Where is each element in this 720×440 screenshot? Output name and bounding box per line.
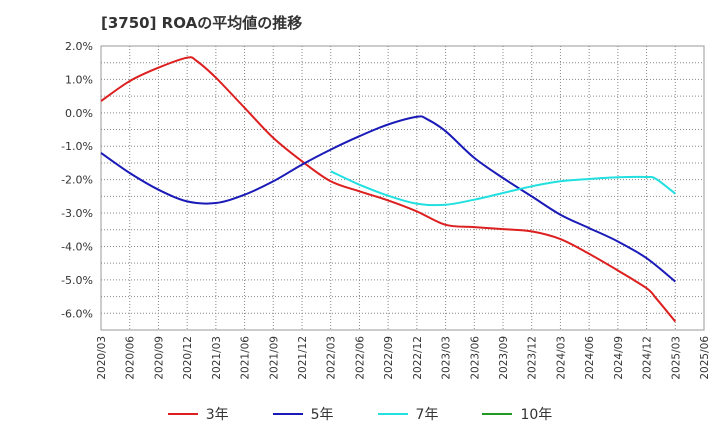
x-tick-label: 2024/06	[584, 336, 596, 380]
x-tick-label: 2024/12	[642, 336, 654, 380]
y-tick-label: 1.0%	[65, 73, 93, 86]
series-5y-line	[100, 115, 676, 283]
x-tick-label: 2024/09	[613, 336, 625, 380]
x-tick-label: 2020/09	[153, 336, 165, 380]
x-tick-label: 2022/03	[326, 336, 338, 380]
x-tick-label: 2021/09	[268, 336, 280, 380]
series-layer	[100, 56, 677, 323]
x-tick-label: 2023/06	[469, 336, 481, 380]
legend-swatch-10y	[482, 413, 513, 415]
y-tick-label: 2.0%	[65, 40, 93, 53]
chart-title: [3750] ROAの平均値の推移	[101, 14, 303, 32]
x-tick-label: 2023/12	[527, 336, 539, 380]
x-tick-label: 2020/03	[96, 336, 108, 380]
y-tick-label: -6.0%	[61, 307, 93, 320]
x-tick-label: 2023/03	[441, 336, 453, 380]
x-tick-label: 2021/06	[240, 336, 252, 380]
y-tick-label: 0.0%	[65, 107, 93, 120]
legend-item-10y: 10年	[482, 402, 552, 426]
series-3y-line	[100, 56, 677, 323]
legend-item-5y: 5年	[272, 402, 334, 426]
plot-area	[100, 45, 705, 331]
x-tick-label: 2025/03	[670, 336, 682, 380]
legend-label-10y: 10年	[520, 407, 553, 423]
y-tick-label: -1.0%	[61, 140, 93, 153]
y-tick-label: -2.0%	[61, 174, 93, 187]
legend-item-3y: 3年	[167, 402, 229, 426]
x-tick-label: 2024/03	[555, 336, 567, 380]
legend-label-5y: 5年	[310, 407, 334, 423]
y-tick-label: -3.0%	[61, 207, 93, 220]
legend-label-7y: 7年	[415, 407, 439, 423]
series-7y-line	[330, 170, 676, 207]
x-tick-label: 2022/06	[354, 336, 366, 380]
legend-item-7y: 7年	[377, 402, 439, 426]
x-tick-label: 2021/03	[211, 336, 223, 380]
x-tick-label: 2020/12	[182, 336, 194, 380]
x-tick-label: 2023/09	[498, 336, 510, 380]
y-axis: 2.0% 1.0% 0.0% -1.0% -2.0% -3.0% -4.0% -5.0% -6.…	[61, 40, 93, 320]
legend-label-3y: 3年	[205, 407, 229, 423]
legend: 3年 5年 7年 10年	[0, 402, 720, 426]
x-tick-label: 2021/12	[297, 336, 309, 380]
x-tick-label: 2022/09	[383, 336, 395, 380]
legend-swatch-7y	[377, 413, 408, 415]
y-tick-label: -4.0%	[61, 240, 93, 253]
y-tick-label: -5.0%	[61, 274, 93, 287]
grid-lines	[101, 46, 704, 330]
legend-swatch-3y	[167, 413, 198, 415]
legend-swatch-5y	[272, 413, 303, 415]
x-tick-label: 2022/12	[412, 336, 424, 380]
x-tick-label: 2025/06	[699, 336, 711, 380]
x-tick-label: 2020/06	[125, 336, 137, 380]
x-axis: 2020/03 2020/06 2020/09 2020/12 2021/03 2021/…	[96, 336, 711, 380]
